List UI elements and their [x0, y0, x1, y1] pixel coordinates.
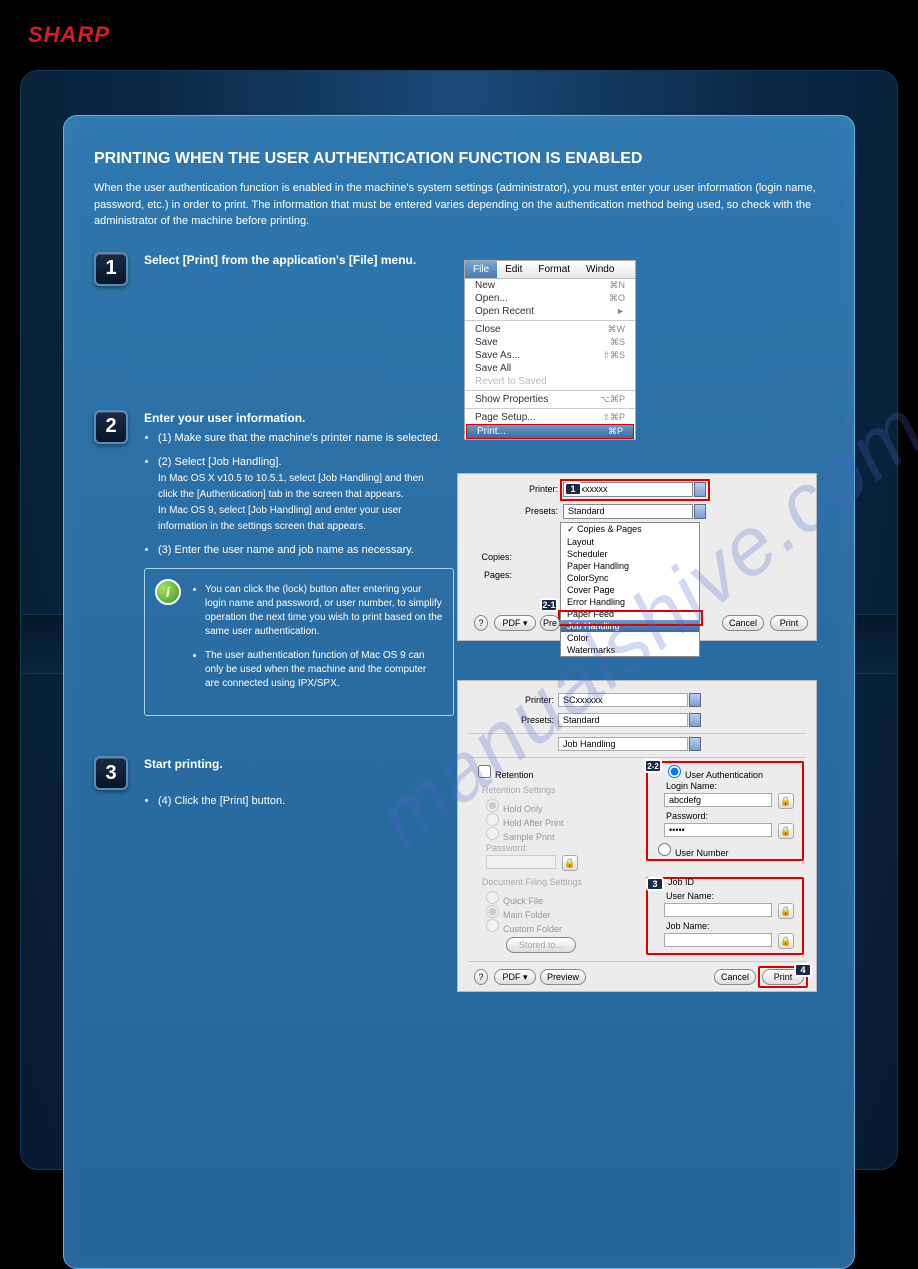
- menu-print-row: Print...⌘P: [466, 424, 634, 439]
- d2-cancel: Cancel: [714, 969, 756, 985]
- presets-cap: [694, 504, 706, 519]
- presets-field: Standard: [563, 504, 693, 519]
- menu-file: File: [465, 261, 497, 278]
- lock-icon-3: 🔒: [778, 823, 794, 839]
- badge-1: 1: [564, 482, 582, 496]
- step2-head: Enter your user information.: [144, 410, 444, 427]
- badge-21: 2-1: [540, 598, 558, 612]
- file-menu-shot: File Edit Format Windo New⌘N Open...⌘O O…: [464, 260, 636, 440]
- d2-presets: Standard: [558, 713, 688, 727]
- preview-btn: Pre: [540, 615, 560, 631]
- d2-printer: SCxxxxxx: [558, 693, 688, 707]
- lock-icon-4: 🔒: [778, 903, 794, 919]
- intro-text: When the user authentication function is…: [94, 180, 824, 230]
- section-dropdown: Copies & Pages Layout Scheduler Paper Ha…: [560, 522, 700, 657]
- step3-head: Start printing.: [144, 756, 444, 773]
- menu-format: Format: [530, 261, 578, 278]
- print-dialog-1: Printer: SCxxxxxx 1 Presets: Standard Co…: [457, 473, 817, 641]
- d2-section: Job Handling: [558, 737, 688, 751]
- retention-check: [478, 765, 491, 778]
- tip-a: You can click the (lock) button after en…: [205, 583, 443, 639]
- lock-icon-5: 🔒: [778, 933, 794, 949]
- content-panel: manualshive.com PRINTING WHEN THE USER A…: [63, 115, 855, 1269]
- help-btn: ?: [474, 615, 488, 631]
- jname-field: [664, 933, 772, 947]
- lock-icon: 🔒: [562, 855, 578, 871]
- outer-panel: manualshive.com PRINTING WHEN THE USER A…: [20, 70, 898, 1170]
- print-dialog-2: Printer: SCxxxxxx Presets: Standard Job …: [457, 680, 817, 992]
- uname-field: [664, 903, 772, 917]
- step-num-3: 3: [94, 756, 128, 790]
- step-1: 1 Select [Print] from the application's …: [94, 252, 824, 286]
- ua-radio: [668, 765, 681, 778]
- badge-22: 2-2: [644, 759, 662, 773]
- d2-help: ?: [474, 969, 488, 985]
- step1-head: Select [Print] from the application's [F…: [144, 252, 444, 269]
- tip-icon: i: [155, 579, 181, 605]
- badge-3: 3: [646, 877, 664, 891]
- pdf-btn: PDF ▾: [494, 615, 536, 631]
- menu-items: New⌘N Open...⌘O Open Recent► Close⌘W Sav…: [465, 279, 635, 439]
- badge-4: 4: [794, 963, 812, 977]
- cancel-btn: Cancel: [722, 615, 764, 631]
- step2-bul1: (1) Make sure that the machine's printer…: [158, 431, 444, 447]
- menu-window: Windo: [578, 261, 622, 278]
- tip-box: i You can click the (lock) button after …: [144, 568, 454, 716]
- tip-b: The user authentication function of Mac …: [205, 649, 443, 691]
- step2-bul3: (3) Enter the user name and job name as …: [158, 543, 444, 559]
- step3-bul: (4) Click the [Print] button.: [158, 794, 444, 810]
- menu-edit: Edit: [497, 261, 530, 278]
- step-num-2: 2: [94, 410, 128, 444]
- un-radio: [658, 843, 671, 856]
- brand-logo: SHARP: [28, 22, 110, 48]
- lock-icon-2: 🔒: [778, 793, 794, 809]
- step2-bul2: (2) Select [Job Handling]. In Mac OS X v…: [158, 455, 444, 535]
- redbox-jobhandling: [558, 610, 703, 626]
- print-btn: Print: [770, 615, 808, 631]
- d2-preview: Preview: [540, 969, 586, 985]
- step-num-1: 1: [94, 252, 128, 286]
- pass-field: •••••: [664, 823, 772, 837]
- page-title: PRINTING WHEN THE USER AUTHENTICATION FU…: [94, 150, 824, 168]
- login-field: abcdefg: [664, 793, 772, 807]
- storedto-btn: Stored to...: [506, 937, 576, 953]
- redbox-printer: [560, 479, 710, 501]
- d2-pdf: PDF ▾: [494, 969, 536, 985]
